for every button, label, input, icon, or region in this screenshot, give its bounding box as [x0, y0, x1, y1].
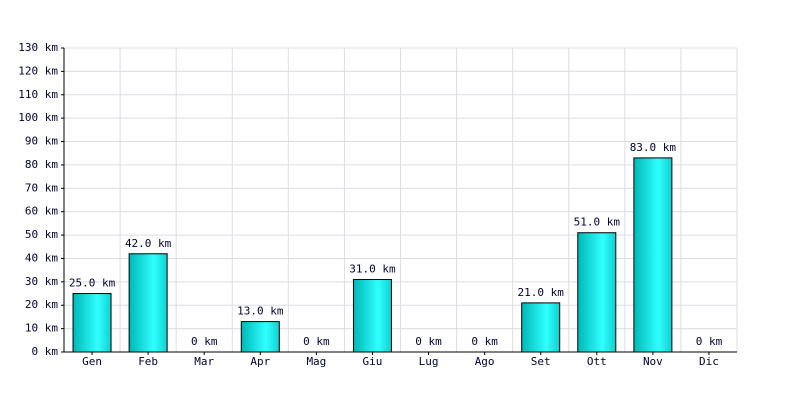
- bar: [633, 157, 673, 353]
- bar: [521, 302, 561, 353]
- y-tick-label: 110 km: [18, 88, 58, 101]
- y-tick-label: 120 km: [18, 64, 58, 77]
- y-tick-label: 10 km: [25, 322, 58, 335]
- y-tick-label: 0 km: [32, 345, 59, 358]
- value-label: 0 km: [415, 335, 442, 348]
- y-tick-label: 90 km: [25, 135, 58, 148]
- x-tick-label: Mar: [194, 355, 214, 368]
- x-tick-label: Mag: [306, 355, 326, 368]
- value-label: 21.0 km: [518, 286, 565, 299]
- value-label: 42.0 km: [125, 237, 172, 250]
- x-tick-label: Dic: [699, 355, 719, 368]
- x-tick-label: Ott: [587, 355, 607, 368]
- bar: [72, 293, 112, 353]
- value-label: 51.0 km: [574, 216, 621, 229]
- x-tick-label: Set: [531, 355, 551, 368]
- value-label: 0 km: [303, 335, 330, 348]
- y-tick-label: 20 km: [25, 298, 58, 311]
- bar: [240, 321, 280, 353]
- value-label: 0 km: [471, 335, 498, 348]
- x-tick-label: Apr: [250, 355, 270, 368]
- value-label: 83.0 km: [630, 141, 677, 154]
- value-label: 25.0 km: [69, 277, 116, 290]
- value-label: 13.0 km: [237, 305, 284, 318]
- y-tick-label: 30 km: [25, 275, 58, 288]
- y-tick-label: 100 km: [18, 111, 58, 124]
- y-tick-label: 60 km: [25, 205, 58, 218]
- y-tick-label: 50 km: [25, 228, 58, 241]
- value-label: 0 km: [191, 335, 218, 348]
- y-tick-label: 40 km: [25, 251, 58, 264]
- x-tick-label: Gen: [82, 355, 102, 368]
- x-tick-label: Nov: [643, 355, 663, 368]
- y-tick-label: 130 km: [18, 41, 58, 54]
- y-tick-label: 70 km: [25, 181, 58, 194]
- bar: [577, 232, 617, 353]
- value-label: 0 km: [696, 335, 723, 348]
- x-tick-label: Feb: [138, 355, 158, 368]
- x-tick-label: Lug: [419, 355, 439, 368]
- y-tick-label: 80 km: [25, 158, 58, 171]
- x-tick-label: Ago: [475, 355, 495, 368]
- value-label: 31.0 km: [349, 263, 396, 276]
- bar: [352, 279, 392, 353]
- bar: [128, 253, 168, 353]
- x-tick-label: Giu: [363, 355, 383, 368]
